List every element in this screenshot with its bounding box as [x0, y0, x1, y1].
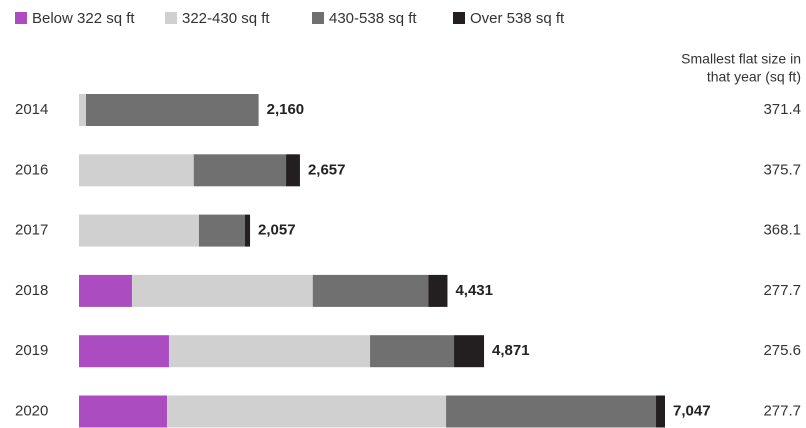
bar-segment — [454, 335, 485, 368]
legend-label: 430-538 sq ft — [329, 10, 417, 27]
y-tick-label: 2019 — [15, 342, 48, 359]
legend-swatch — [165, 12, 177, 24]
bar-segment — [79, 214, 199, 247]
bar-segment — [656, 395, 665, 428]
y-tick-label: 2018 — [15, 282, 48, 299]
y-tick-label: 2020 — [15, 402, 48, 419]
bar-segment — [79, 94, 86, 126]
legend-label: 322-430 sq ft — [182, 10, 270, 27]
total-label: 2,057 — [258, 222, 296, 239]
y-tick-label: 2014 — [15, 101, 48, 118]
total-label: 2,657 — [308, 161, 346, 178]
total-label: 4,431 — [455, 282, 493, 299]
side-header: that year (sq ft) — [707, 69, 801, 85]
bar-segment — [198, 214, 245, 247]
bar-segment — [131, 274, 313, 307]
bar-segment — [79, 395, 167, 428]
bar-segment — [428, 274, 448, 307]
bar-segment — [79, 335, 169, 368]
y-tick-label: 2017 — [15, 222, 48, 239]
side-value: 277.7 — [763, 402, 801, 419]
bar-segment — [446, 395, 657, 428]
side-value: 275.6 — [763, 342, 801, 359]
bar-segment — [166, 395, 447, 428]
bar-segment — [312, 274, 429, 307]
side-value: 375.7 — [763, 161, 801, 178]
total-label: 7,047 — [673, 402, 711, 419]
bar-segment — [168, 335, 371, 368]
legend-label: Over 538 sq ft — [470, 10, 565, 27]
side-value: 371.4 — [763, 101, 801, 118]
bar-segment — [85, 94, 259, 126]
bar-segment — [286, 154, 300, 187]
bar-segment — [370, 335, 455, 368]
side-header: Smallest flat size in — [681, 51, 801, 67]
legend-swatch — [453, 12, 465, 24]
legend-label: Below 322 sq ft — [32, 10, 135, 27]
legend-swatch — [312, 12, 324, 24]
legend: Below 322 sq ft 322-430 sq ft 430-538 sq f… — [15, 10, 565, 27]
side-value: 368.1 — [763, 222, 801, 239]
legend-swatch — [15, 12, 27, 24]
bar-segment — [79, 154, 194, 187]
total-label: 4,871 — [492, 342, 530, 359]
bar-segment — [79, 274, 132, 307]
bar-segment — [244, 214, 251, 247]
side-value: 277.7 — [763, 282, 801, 299]
total-label: 2,160 — [267, 101, 305, 118]
y-tick-label: 2016 — [15, 161, 48, 178]
bar-segment — [193, 154, 287, 187]
